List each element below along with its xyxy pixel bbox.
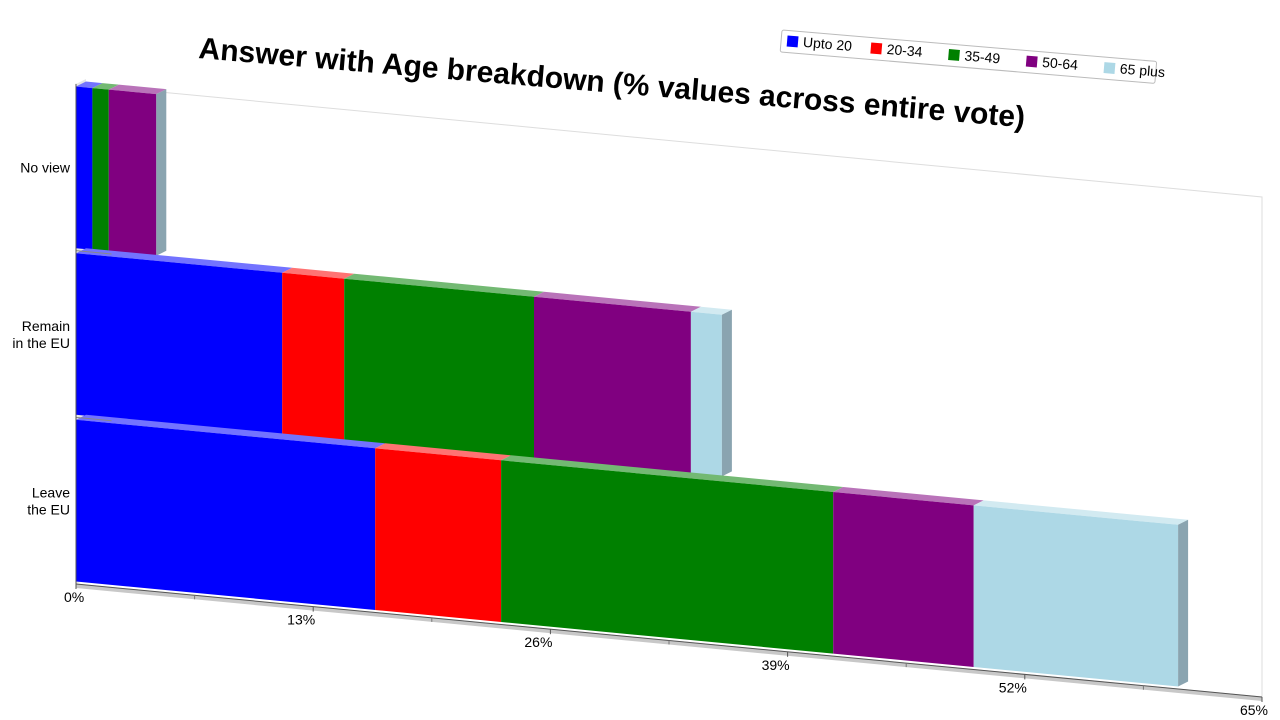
legend-label: 20-34 xyxy=(886,41,923,60)
legend-label: 65 plus xyxy=(1119,60,1165,80)
category-divider xyxy=(75,416,112,422)
legend-box: Upto 20 20-34 35-49 50-64 65 plus xyxy=(779,29,1166,84)
bar-top xyxy=(76,248,293,273)
x-tick-label: 0% xyxy=(64,589,84,605)
bar-segment xyxy=(833,492,974,667)
bar-segment xyxy=(690,311,722,477)
category-divider xyxy=(75,250,112,255)
x-tick-label: 65% xyxy=(1240,702,1268,718)
bar-top xyxy=(973,500,1189,525)
bar-segment xyxy=(973,505,1179,687)
bar-end xyxy=(1178,519,1189,687)
bar-end xyxy=(156,89,167,256)
bar-top xyxy=(501,455,844,492)
bar-segment xyxy=(375,448,502,622)
category-axis: No view Remain in the EU Leave the EU xyxy=(12,159,70,517)
bar-top xyxy=(108,84,167,95)
legend-label: 50-64 xyxy=(1042,54,1079,73)
legend-swatch xyxy=(1025,55,1038,68)
bar-top xyxy=(92,83,119,90)
bar-top xyxy=(282,267,355,279)
legend-swatch xyxy=(786,35,799,48)
chart-bars xyxy=(75,81,1189,687)
bar-segment xyxy=(344,278,534,459)
bar-top xyxy=(375,443,512,461)
x-tick-label: 39% xyxy=(762,657,790,673)
bar-top xyxy=(76,81,103,89)
bar-top xyxy=(833,487,984,506)
bar-segment xyxy=(108,89,157,256)
bar-segment xyxy=(76,419,376,610)
legend-label: Upto 20 xyxy=(802,34,852,54)
x-tick-label: 13% xyxy=(287,612,315,628)
bar-end xyxy=(721,309,732,477)
bar-segment xyxy=(76,253,283,435)
legend-swatch xyxy=(870,42,883,55)
bar-top xyxy=(690,306,732,315)
bar-segment xyxy=(76,86,93,250)
bar-top xyxy=(534,291,701,312)
x-tick-label: 26% xyxy=(524,634,552,650)
legend: Upto 20 20-34 35-49 50-64 65 plus xyxy=(779,29,1166,84)
bar-segment xyxy=(282,272,345,441)
legend-swatch xyxy=(948,49,960,61)
legend-label: 35-49 xyxy=(964,47,1001,66)
bar-top xyxy=(76,414,386,449)
bar-segment xyxy=(92,88,109,252)
bar-top xyxy=(344,273,544,297)
bar-segment xyxy=(501,460,834,654)
category-label: Leave the EU xyxy=(27,485,70,518)
bar-segment xyxy=(534,296,691,474)
x-tick-label: 52% xyxy=(999,679,1027,695)
legend-swatch xyxy=(1103,62,1116,74)
value-axis: 0% 13% 26% 39% 52% 65% xyxy=(64,84,1268,718)
category-label: No view xyxy=(20,159,71,175)
category-label: Remain in the EU xyxy=(12,318,70,351)
